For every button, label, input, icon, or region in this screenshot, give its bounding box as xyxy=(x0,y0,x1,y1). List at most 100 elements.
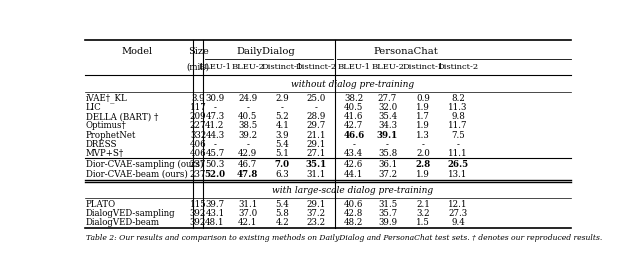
Text: 27.1: 27.1 xyxy=(307,149,326,158)
Text: 32.0: 32.0 xyxy=(378,103,397,112)
Text: 42.6: 42.6 xyxy=(344,160,364,169)
Text: 332: 332 xyxy=(190,131,206,140)
Text: 41.6: 41.6 xyxy=(344,112,364,121)
Text: 46.6: 46.6 xyxy=(343,131,364,140)
Text: 6.3: 6.3 xyxy=(276,170,289,179)
Text: 39.9: 39.9 xyxy=(378,218,397,227)
Text: 1.9: 1.9 xyxy=(416,122,430,130)
Text: 31.1: 31.1 xyxy=(238,200,257,209)
Text: -: - xyxy=(386,140,389,149)
Text: with large-scale dialog pre-training: with large-scale dialog pre-training xyxy=(272,186,433,195)
Text: 29.1: 29.1 xyxy=(307,140,326,149)
Text: 42.1: 42.1 xyxy=(238,218,257,227)
Text: Optimus†: Optimus† xyxy=(86,122,127,130)
Text: 45.7: 45.7 xyxy=(205,149,225,158)
Text: 0.9: 0.9 xyxy=(416,94,430,103)
Text: 8.2: 8.2 xyxy=(451,94,465,103)
Text: 3.9: 3.9 xyxy=(191,94,205,103)
Text: DailyDialog: DailyDialog xyxy=(236,47,295,56)
Text: 35.1: 35.1 xyxy=(305,160,327,169)
Text: DialogVED-sampling: DialogVED-sampling xyxy=(86,209,175,218)
Text: (mil.): (mil.) xyxy=(186,62,210,72)
Text: 21.1: 21.1 xyxy=(307,131,326,140)
Text: 13.1: 13.1 xyxy=(448,170,468,179)
Text: 40.5: 40.5 xyxy=(238,112,257,121)
Text: without dialog pre-training: without dialog pre-training xyxy=(291,80,414,89)
Text: 5.4: 5.4 xyxy=(275,140,289,149)
Text: 40.6: 40.6 xyxy=(344,200,364,209)
Text: 39.2: 39.2 xyxy=(238,131,257,140)
Text: 46.7: 46.7 xyxy=(238,160,257,169)
Text: 35.4: 35.4 xyxy=(378,112,397,121)
Text: 40.5: 40.5 xyxy=(344,103,364,112)
Text: 1.7: 1.7 xyxy=(416,112,430,121)
Text: 117: 117 xyxy=(189,103,207,112)
Text: 44.1: 44.1 xyxy=(344,170,364,179)
Text: PersonaChat: PersonaChat xyxy=(374,47,438,56)
Text: 11.3: 11.3 xyxy=(448,103,468,112)
Text: 9.4: 9.4 xyxy=(451,218,465,227)
Text: 38.5: 38.5 xyxy=(238,122,257,130)
Text: -: - xyxy=(214,103,216,112)
Text: Dior-CVAE-beam (ours): Dior-CVAE-beam (ours) xyxy=(86,170,188,179)
Text: -: - xyxy=(214,140,216,149)
Text: -: - xyxy=(353,140,355,149)
Text: -: - xyxy=(315,103,317,112)
Text: 406: 406 xyxy=(189,140,206,149)
Text: 43.4: 43.4 xyxy=(344,149,364,158)
Text: Distinct-2: Distinct-2 xyxy=(437,63,479,71)
Text: 44.3: 44.3 xyxy=(205,131,225,140)
Text: 11.1: 11.1 xyxy=(448,149,468,158)
Text: 25.0: 25.0 xyxy=(307,94,326,103)
Text: BLEU-2: BLEU-2 xyxy=(371,63,404,71)
Text: Table 2: Our results and comparison to existing methods on DailyDialog and Perso: Table 2: Our results and comparison to e… xyxy=(86,234,602,242)
Text: 27.3: 27.3 xyxy=(449,209,467,218)
Text: 209: 209 xyxy=(189,112,206,121)
Text: 227: 227 xyxy=(190,122,206,130)
Text: 43.1: 43.1 xyxy=(205,209,225,218)
Text: 2.0: 2.0 xyxy=(416,149,430,158)
Text: 47.8: 47.8 xyxy=(237,170,259,179)
Text: ProphetNet: ProphetNet xyxy=(86,131,136,140)
Text: Model: Model xyxy=(121,47,152,56)
Text: 29.1: 29.1 xyxy=(307,200,326,209)
Text: BLEU-2: BLEU-2 xyxy=(231,63,264,71)
Text: 36.1: 36.1 xyxy=(378,160,397,169)
Text: iVAE†_KL: iVAE†_KL xyxy=(86,94,128,103)
Text: 31.1: 31.1 xyxy=(307,170,326,179)
Text: 48.1: 48.1 xyxy=(205,218,225,227)
Text: 24.9: 24.9 xyxy=(238,94,257,103)
Text: 35.7: 35.7 xyxy=(378,209,397,218)
Text: 237: 237 xyxy=(190,170,206,179)
Text: 115: 115 xyxy=(189,200,207,209)
Text: 5.4: 5.4 xyxy=(275,200,289,209)
Text: 3.2: 3.2 xyxy=(417,209,430,218)
Text: 12.1: 12.1 xyxy=(448,200,468,209)
Text: 5.8: 5.8 xyxy=(275,209,289,218)
Text: 31.5: 31.5 xyxy=(378,200,397,209)
Text: -: - xyxy=(246,140,249,149)
Text: 237: 237 xyxy=(190,160,206,169)
Text: 39.1: 39.1 xyxy=(377,131,398,140)
Text: 1.9: 1.9 xyxy=(416,170,430,179)
Text: 42.9: 42.9 xyxy=(238,149,257,158)
Text: 34.3: 34.3 xyxy=(378,122,397,130)
Text: -: - xyxy=(246,103,249,112)
Text: BLEU-1: BLEU-1 xyxy=(198,63,232,71)
Text: 4.2: 4.2 xyxy=(275,218,289,227)
Text: 4.1: 4.1 xyxy=(275,122,289,130)
Text: 11.7: 11.7 xyxy=(448,122,468,130)
Text: Size: Size xyxy=(188,47,209,56)
Text: 1.9: 1.9 xyxy=(416,103,430,112)
Text: Dior-CVAE-sampling (ours): Dior-CVAE-sampling (ours) xyxy=(86,160,204,169)
Text: 3.9: 3.9 xyxy=(276,131,289,140)
Text: 30.9: 30.9 xyxy=(205,94,225,103)
Text: MVP+S†: MVP+S† xyxy=(86,149,124,158)
Text: 38.2: 38.2 xyxy=(344,94,364,103)
Text: DialogVED-beam: DialogVED-beam xyxy=(86,218,160,227)
Text: 9.8: 9.8 xyxy=(451,112,465,121)
Text: 27.7: 27.7 xyxy=(378,94,397,103)
Text: 406: 406 xyxy=(189,149,206,158)
Text: 7.0: 7.0 xyxy=(275,160,290,169)
Text: Distinct-1: Distinct-1 xyxy=(403,63,444,71)
